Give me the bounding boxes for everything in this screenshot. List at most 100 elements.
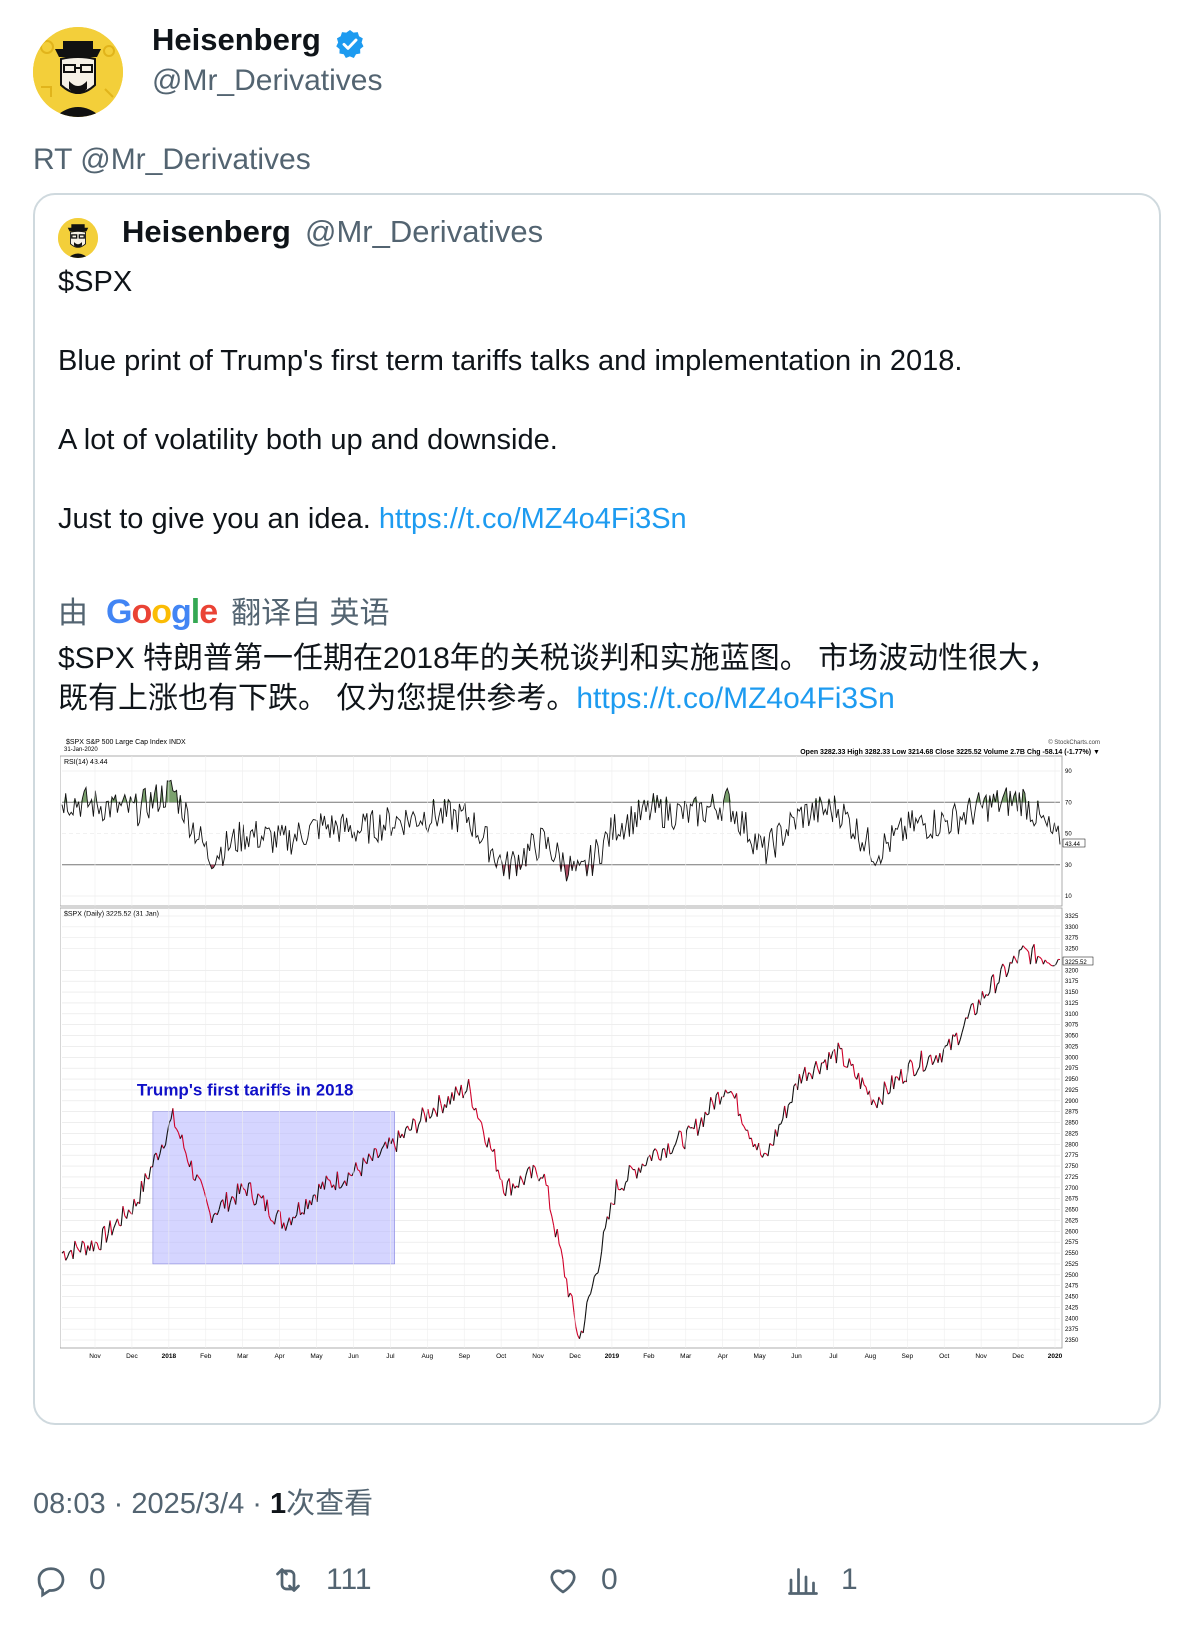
price-bar bbox=[381, 1145, 385, 1150]
price-bar bbox=[859, 1077, 863, 1089]
price-tick-label: 2575 bbox=[1065, 1240, 1079, 1246]
price-bar bbox=[645, 1157, 649, 1166]
price-bar bbox=[595, 1272, 599, 1275]
price-bar bbox=[482, 1131, 486, 1144]
price-bar bbox=[872, 1099, 876, 1104]
price-bar bbox=[67, 1251, 70, 1258]
price-bar bbox=[889, 1075, 893, 1093]
price-bar bbox=[1004, 966, 1007, 978]
x-tick-label: Sep bbox=[458, 1353, 470, 1360]
price-bar bbox=[445, 1096, 449, 1108]
price-bar bbox=[719, 1096, 723, 1105]
price-bar bbox=[288, 1217, 292, 1226]
rsi-overbought-fill bbox=[62, 780, 1060, 803]
x-tick-label: Jul bbox=[386, 1353, 395, 1360]
price-bar bbox=[837, 1042, 841, 1050]
price-bar bbox=[399, 1133, 403, 1139]
quoted-avatar[interactable] bbox=[58, 218, 98, 258]
price-tick-label: 2725 bbox=[1065, 1175, 1079, 1181]
price-bar bbox=[615, 1179, 619, 1190]
x-tick-label: Dec bbox=[1012, 1353, 1024, 1360]
price-bar bbox=[920, 1050, 924, 1072]
price-bar bbox=[346, 1172, 350, 1186]
x-tick-label: Apr bbox=[718, 1353, 729, 1360]
price-bar bbox=[667, 1143, 671, 1154]
price-bar bbox=[148, 1166, 152, 1180]
price-bar bbox=[1019, 948, 1022, 951]
price-bar bbox=[924, 1064, 928, 1071]
price-bar bbox=[329, 1180, 333, 1188]
price-bar bbox=[392, 1138, 396, 1146]
price-bar bbox=[253, 1203, 257, 1206]
price-bar bbox=[109, 1220, 113, 1236]
price-bar bbox=[273, 1214, 277, 1225]
display-name[interactable]: Heisenberg bbox=[152, 22, 321, 57]
price-bar bbox=[410, 1118, 414, 1130]
price-bar bbox=[730, 1091, 734, 1095]
price-bar bbox=[571, 1295, 575, 1313]
quoted-tweet-card[interactable] bbox=[33, 193, 1161, 1425]
price-bar bbox=[375, 1148, 379, 1158]
tweet-link[interactable]: https://t.co/MZ4o4Fi3Sn bbox=[378, 503, 687, 535]
price-bar bbox=[543, 1173, 547, 1186]
spx-chart-image[interactable]: $SPX S&P 500 Large Cap Index INDX 31-Jan… bbox=[59, 736, 1136, 1376]
price-bar bbox=[588, 1293, 592, 1297]
price-bar bbox=[800, 1074, 804, 1084]
price-bar bbox=[1000, 963, 1004, 970]
price-bar bbox=[360, 1157, 364, 1177]
translated-text: 既有上涨也有下跌。 仅为您提供参考。 bbox=[58, 682, 577, 715]
price-bar bbox=[1024, 947, 1028, 950]
quoted-handle[interactable]: @Mr_Derivatives bbox=[305, 214, 544, 249]
price-bar bbox=[255, 1193, 259, 1205]
price-bar bbox=[1042, 959, 1046, 965]
price-bar bbox=[257, 1193, 261, 1197]
price-bar bbox=[120, 1206, 124, 1226]
price-bar bbox=[641, 1163, 645, 1167]
price-bar bbox=[275, 1209, 279, 1216]
price-bar bbox=[710, 1096, 714, 1103]
price-bar bbox=[787, 1102, 791, 1106]
price-bar bbox=[122, 1206, 126, 1217]
price-bar bbox=[931, 1060, 935, 1065]
handle[interactable]: @Mr_Derivatives bbox=[152, 64, 383, 97]
tweet-text-line: A lot of volatility both up and downside… bbox=[58, 424, 558, 456]
price-tick-label: 2800 bbox=[1065, 1142, 1079, 1148]
timestamp[interactable]: 08:03 · 2025/3/4 · bbox=[33, 1488, 270, 1520]
price-bar bbox=[225, 1192, 229, 1212]
price-bar bbox=[893, 1076, 897, 1090]
price-bar bbox=[782, 1105, 786, 1120]
views-button[interactable]: 1 bbox=[785, 1562, 858, 1598]
x-tick-label: Feb bbox=[643, 1353, 655, 1360]
price-bar bbox=[164, 1132, 168, 1146]
price-tick-label: 2600 bbox=[1065, 1229, 1079, 1235]
price-bar bbox=[107, 1220, 111, 1234]
price-bar bbox=[177, 1132, 181, 1139]
price-bar bbox=[224, 1192, 228, 1209]
translated-link[interactable]: https://t.co/MZ4o4Fi3Sn bbox=[576, 682, 895, 715]
avatar[interactable] bbox=[33, 27, 123, 117]
price-bar bbox=[994, 984, 998, 994]
price-bar bbox=[597, 1263, 601, 1273]
price-tick-label: 2925 bbox=[1065, 1088, 1079, 1094]
price-tick-label: 3175 bbox=[1065, 979, 1079, 985]
price-bar bbox=[628, 1164, 632, 1168]
price-bar bbox=[530, 1164, 534, 1179]
price-bar bbox=[355, 1162, 359, 1170]
retweet-button[interactable]: 111 bbox=[270, 1562, 372, 1598]
price-bar bbox=[826, 1052, 830, 1071]
price-bar bbox=[517, 1175, 521, 1188]
price-bar bbox=[961, 1025, 965, 1033]
rsi-tick-label: 10 bbox=[1065, 894, 1072, 900]
like-button[interactable]: 0 bbox=[545, 1562, 618, 1598]
price-bar bbox=[686, 1125, 690, 1131]
price-bar bbox=[163, 1144, 166, 1149]
translation-attribution[interactable]: 由 Google 翻译自 英语 bbox=[58, 588, 390, 632]
reply-button[interactable]: 0 bbox=[33, 1562, 106, 1598]
price-bar bbox=[283, 1222, 287, 1231]
x-tick-label: Mar bbox=[680, 1353, 692, 1360]
price-bar bbox=[996, 982, 1000, 985]
price-bar bbox=[998, 969, 1002, 983]
price-bar bbox=[1033, 944, 1037, 964]
quoted-display-name[interactable]: Heisenberg bbox=[122, 214, 291, 249]
price-bar bbox=[126, 1209, 130, 1219]
